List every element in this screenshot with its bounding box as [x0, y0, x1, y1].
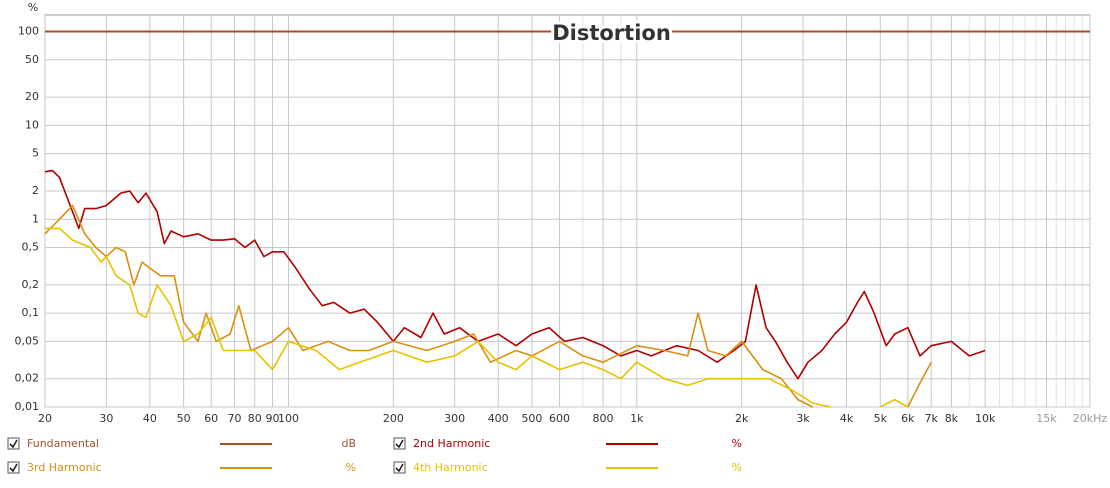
legend-item: 3rd Harmonic%: [7, 461, 356, 474]
y-tick-label: 0,1: [22, 306, 40, 319]
legend-checkbox[interactable]: [7, 461, 20, 474]
x-tick-label: 15k: [1036, 412, 1057, 425]
legend-label: 2nd Harmonic: [413, 437, 490, 450]
x-tick-label: 10k: [975, 412, 996, 425]
x-tick-label: 5k: [874, 412, 888, 425]
x-tick-label: 300: [444, 412, 465, 425]
x-tick-label: 200: [383, 412, 404, 425]
legend-checkbox[interactable]: [7, 437, 20, 450]
x-tick-label: 3k: [796, 412, 810, 425]
x-tick-label: 400: [488, 412, 509, 425]
x-tick-label: 7k: [924, 412, 938, 425]
y-tick-label: 0,05: [15, 334, 40, 347]
legend-check: [395, 439, 404, 449]
x-tick-label: 800: [593, 412, 614, 425]
y-tick-label: 0,01: [15, 400, 40, 413]
x-tick-label: 1k: [630, 412, 644, 425]
legend-unit: dB: [341, 437, 356, 450]
x-tick-label: 40: [143, 412, 157, 425]
x-tick-label: 20kHz: [1073, 412, 1108, 425]
legend-label: Fundamental: [27, 437, 99, 450]
legend-checkbox[interactable]: [393, 437, 406, 450]
y-tick-label: 0,2: [22, 278, 40, 291]
y-unit: %: [28, 1, 38, 14]
legend-checkbox[interactable]: [393, 461, 406, 474]
x-tick-label: 30: [99, 412, 113, 425]
legend-item: 4th Harmonic%: [393, 461, 742, 474]
y-tick-label: 20: [25, 90, 39, 103]
series-line: [44, 204, 932, 408]
legend-check: [9, 463, 18, 473]
x-tick-label: 8k: [945, 412, 959, 425]
series-line: [44, 169, 986, 380]
x-tick-label: 90: [266, 412, 280, 425]
series-line: [45, 227, 909, 408]
x-tick-label: 500: [521, 412, 542, 425]
x-tick-label: 6k: [901, 412, 915, 425]
legend-unit: %: [346, 461, 356, 474]
x-tick-label: 50: [177, 412, 191, 425]
y-tick-label: 50: [25, 53, 39, 66]
x-tick-label: 600: [549, 412, 570, 425]
y-tick-label: 5: [32, 147, 39, 160]
plot-area: [44, 14, 1091, 408]
x-tick-label: 100: [278, 412, 299, 425]
x-tick-label: 70: [228, 412, 242, 425]
legend-check: [395, 463, 404, 473]
y-tick-label: 10: [25, 118, 39, 131]
y-tick-label: 0,5: [22, 241, 40, 254]
legend-label: 4th Harmonic: [413, 461, 488, 474]
x-tick-label: 80: [248, 412, 262, 425]
x-tick-label: 4k: [840, 412, 854, 425]
legend-item: 2nd Harmonic%: [393, 437, 742, 450]
chart-title: Distortion: [552, 21, 671, 45]
x-tick-label: 2k: [735, 412, 749, 425]
legend-item: Fundamental dB: [7, 437, 356, 450]
legend-label: 3rd Harmonic: [27, 461, 102, 474]
legend-check: [9, 439, 18, 449]
legend-unit: %: [732, 461, 742, 474]
y-tick-label: 100: [18, 25, 39, 38]
x-tick-label: 20: [38, 412, 52, 425]
y-tick-label: 2: [32, 184, 39, 197]
y-tick-label: 0,02: [15, 372, 40, 385]
x-tick-label: 60: [204, 412, 218, 425]
legend-unit: %: [732, 437, 742, 450]
y-tick-label: 1: [32, 212, 39, 225]
